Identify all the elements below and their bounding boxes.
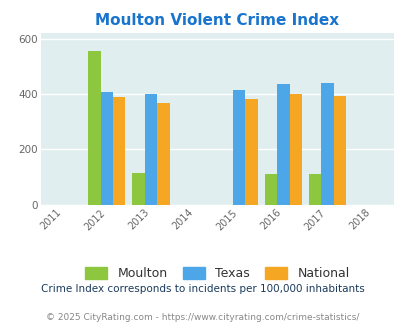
Bar xyxy=(277,84,289,205)
Bar xyxy=(245,99,257,205)
Legend: Moulton, Texas, National: Moulton, Texas, National xyxy=(80,262,354,285)
Text: © 2025 CityRating.com - https://www.cityrating.com/crime-statistics/: © 2025 CityRating.com - https://www.city… xyxy=(46,313,359,322)
Bar xyxy=(132,173,145,205)
Bar xyxy=(333,96,345,205)
Bar xyxy=(157,103,169,205)
Bar xyxy=(232,90,245,205)
Bar xyxy=(145,94,157,205)
Bar xyxy=(308,174,321,205)
Bar xyxy=(88,51,100,205)
Bar xyxy=(289,94,301,205)
Bar xyxy=(113,97,125,205)
Bar xyxy=(264,174,277,205)
Bar xyxy=(100,92,113,205)
Bar xyxy=(321,83,333,205)
Title: Moulton Violent Crime Index: Moulton Violent Crime Index xyxy=(95,13,339,28)
Text: Crime Index corresponds to incidents per 100,000 inhabitants: Crime Index corresponds to incidents per… xyxy=(41,284,364,294)
